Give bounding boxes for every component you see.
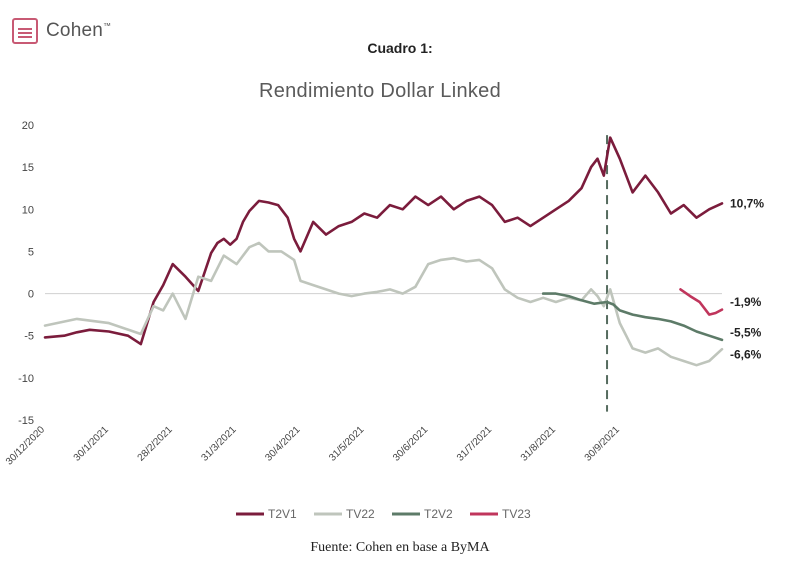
x-tick-label: 30/6/2021 <box>391 424 431 464</box>
x-tick-label: 30/1/2021 <box>72 424 112 464</box>
y-tick-label: -5 <box>24 331 34 343</box>
x-tick-label: 30/12/2020 <box>4 424 47 467</box>
logo-text: Cohen™ <box>46 20 112 41</box>
x-tick-label: 30/9/2021 <box>583 424 623 464</box>
source-note: Fuente: Cohen en base a ByMA <box>310 540 490 555</box>
cohen-logo-icon <box>12 18 38 44</box>
legend-label-tv23: TV23 <box>502 507 531 521</box>
series-line-t2v1 <box>43 136 724 346</box>
cohen-logo: Cohen™ <box>12 18 111 44</box>
legend-label-t2v2: T2V2 <box>424 507 453 521</box>
y-tick-label: -10 <box>18 373 34 385</box>
end-value-label: -1,9% <box>730 295 762 309</box>
chart-title: Rendimiento Dollar Linked <box>258 80 502 102</box>
end-value-label: -5,5% <box>730 325 762 339</box>
y-tick-label: 20 <box>22 120 34 132</box>
series-line-t2v2 <box>541 292 724 342</box>
x-tick-label: 30/4/2021 <box>263 424 303 464</box>
x-tick-label: 31/8/2021 <box>519 424 559 464</box>
y-tick-label: -15 <box>18 415 34 427</box>
legend-label-tv22: TV22 <box>346 507 375 521</box>
series-line-tv22 <box>43 241 724 367</box>
x-tick-label: 31/5/2021 <box>327 424 367 464</box>
x-tick-label: 31/7/2021 <box>455 424 495 464</box>
end-value-label: 10,7% <box>730 196 764 210</box>
legend-label-t2v1: T2V1 <box>268 507 297 521</box>
series-line-tv23 <box>679 288 724 316</box>
y-tick-label: 5 <box>28 246 34 258</box>
x-tick-label: 31/3/2021 <box>199 424 239 464</box>
x-tick-label: 28/2/2021 <box>136 424 176 464</box>
cuadro-label: Cuadro 1: <box>367 40 433 56</box>
y-tick-label: 15 <box>22 162 34 174</box>
end-value-label: -6,6% <box>730 347 762 361</box>
y-tick-label: 10 <box>22 204 34 216</box>
y-tick-label: 0 <box>28 289 34 301</box>
